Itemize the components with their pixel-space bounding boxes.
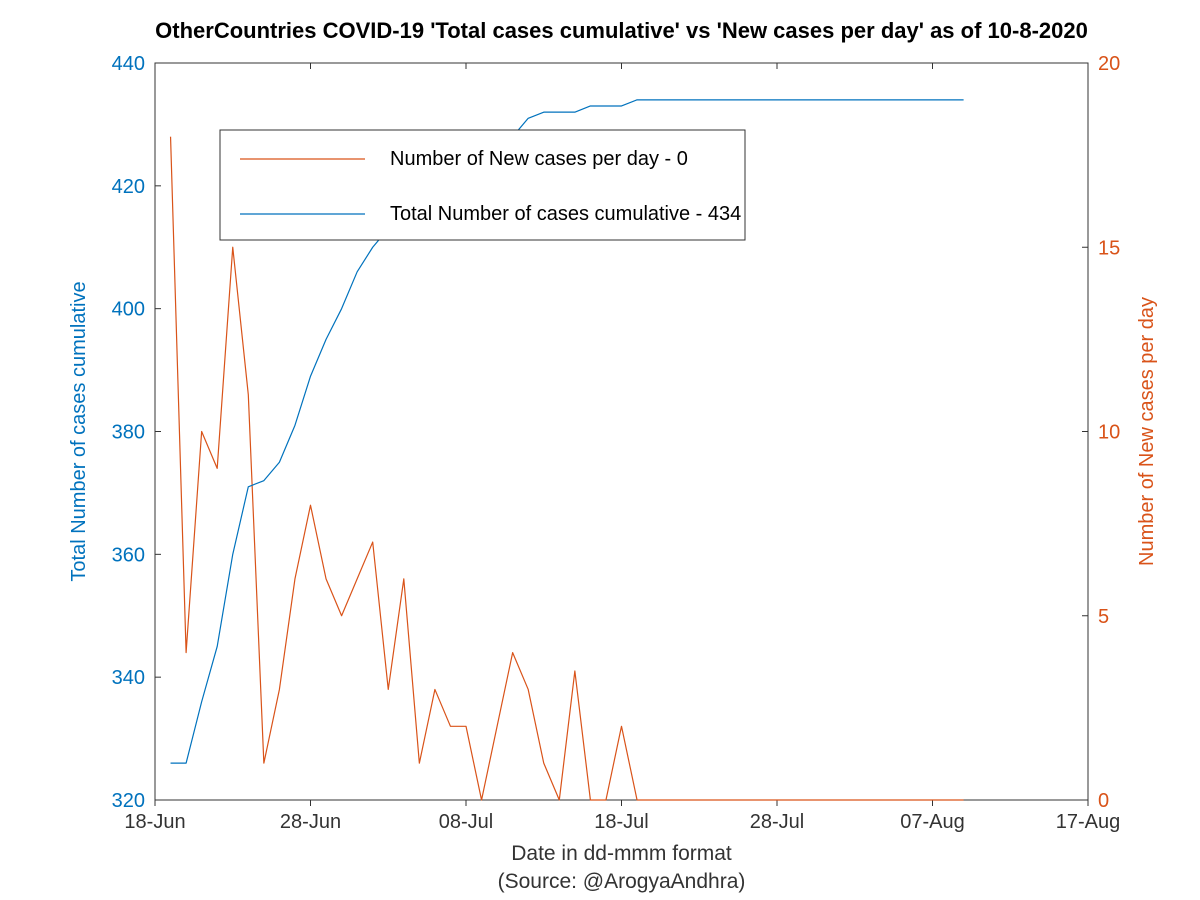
- yl-tick-label: 400: [112, 299, 145, 321]
- x-axis-label-2: (Source: @ArogyaAndhra): [498, 870, 746, 893]
- x-tick-label: 18-Jun: [124, 811, 185, 833]
- x-tick-label: 07-Aug: [900, 811, 965, 833]
- yr-tick-label: 15: [1098, 237, 1120, 259]
- legend-label: Number of New cases per day - 0: [390, 148, 688, 170]
- yl-tick-label: 420: [112, 176, 145, 198]
- yr-axis-label: Number of New cases per day: [1136, 297, 1158, 566]
- x-tick-label: 17-Aug: [1056, 811, 1121, 833]
- x-tick-label: 18-Jul: [594, 811, 648, 833]
- yr-tick-label: 10: [1098, 422, 1120, 444]
- yr-tick-label: 20: [1098, 53, 1120, 75]
- yl-axis-label: Total Number of cases cumulative: [68, 281, 90, 581]
- chart-title: OtherCountries COVID-19 'Total cases cum…: [155, 18, 1088, 43]
- yl-tick-label: 360: [112, 544, 145, 566]
- x-axis-label-1: Date in dd-mmm format: [511, 842, 732, 865]
- yl-tick-label: 340: [112, 667, 145, 689]
- x-tick-label: 28-Jul: [750, 811, 804, 833]
- x-tick-label: 08-Jul: [439, 811, 493, 833]
- yl-tick-label: 440: [112, 53, 145, 75]
- yl-tick-label: 320: [112, 790, 145, 812]
- chart-svg: 18-Jun 28-Jun 08-Jul 18-Jul 28-Jul 07-Aug 17-A…: [0, 0, 1200, 900]
- yl-tick-label: 380: [112, 422, 145, 444]
- x-tick-label: 28-Jun: [280, 811, 341, 833]
- legend-label: Total Number of cases cumulative - 434: [390, 203, 741, 225]
- yr-tick-label: 0: [1098, 790, 1109, 812]
- chart-container: 18-Jun 28-Jun 08-Jul 18-Jul 28-Jul 07-Aug 17-A…: [0, 0, 1200, 900]
- yr-tick-label: 5: [1098, 606, 1109, 628]
